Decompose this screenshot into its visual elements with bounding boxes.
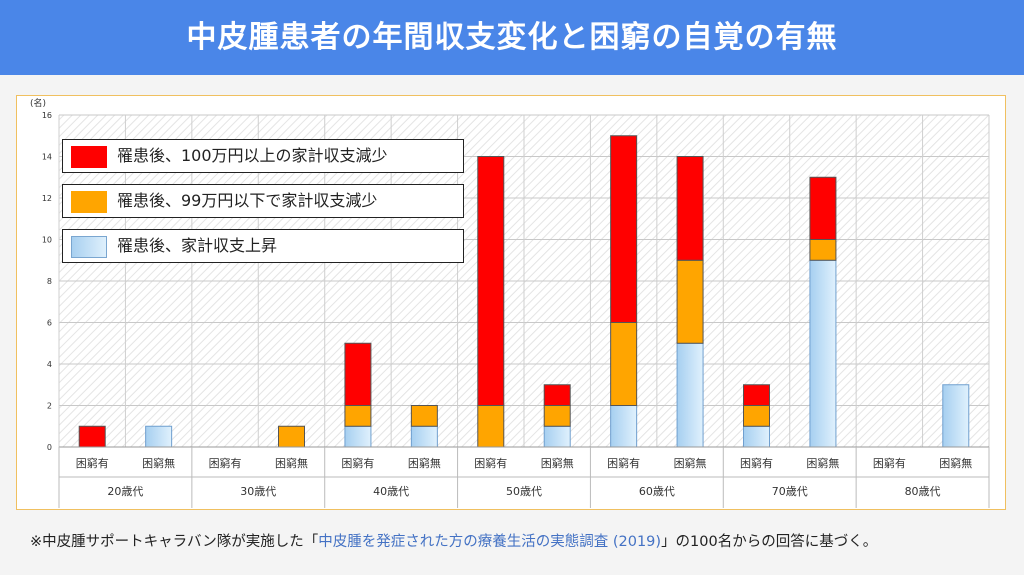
x-tick-label: 困窮無 xyxy=(939,456,972,470)
bar-segment xyxy=(410,425,438,448)
legend-item-increase: 罹患後、家計収支上昇 xyxy=(62,229,464,263)
bar-segment xyxy=(743,425,770,448)
x-tick-label: 困窮無 xyxy=(806,456,839,470)
legend-item-small-decrease: 罹患後、99万円以下で家計収支減少 xyxy=(62,184,464,218)
bar-segment xyxy=(676,156,704,261)
y-tick-label: 4 xyxy=(47,360,52,369)
group-label: 70歳代 xyxy=(772,485,808,498)
group-label: 40歳代 xyxy=(373,485,409,498)
bar-segment xyxy=(543,405,571,427)
bar-segment xyxy=(78,425,106,448)
bar-segment xyxy=(344,405,372,427)
x-tick-label: 困窮無 xyxy=(142,456,175,470)
group-label: 30歳代 xyxy=(240,485,276,498)
y-tick-label: 0 xyxy=(47,443,52,452)
x-tick-label: 困窮有 xyxy=(607,456,640,470)
bar-segment xyxy=(942,384,970,448)
y-tick-label: 8 xyxy=(47,277,52,286)
y-tick-label: 6 xyxy=(47,319,52,328)
bar-segment xyxy=(743,384,770,406)
bar-segment xyxy=(477,156,505,406)
group-label: 20歳代 xyxy=(107,485,143,498)
bar-segment xyxy=(543,425,571,448)
legend-item-large-decrease: 罹患後、100万円以上の家計収支減少 xyxy=(62,139,464,173)
x-tick-label: 困窮有 xyxy=(474,456,507,470)
bar-segment xyxy=(743,405,770,427)
bar-segment xyxy=(610,135,638,323)
bar-segment xyxy=(344,425,372,448)
bar-segment xyxy=(477,405,505,448)
x-tick-label: 困窮有 xyxy=(76,456,109,470)
survey-title: 中皮腫を発症された方の療養生活の実態調査 (2019) xyxy=(318,534,662,550)
x-tick-label: 困窮有 xyxy=(740,456,773,470)
x-tick-label: 困窮無 xyxy=(275,456,308,470)
x-tick-label: 困窮無 xyxy=(674,456,707,470)
source-footnote: ※中皮腫サポートキャラバン隊が実施した「中皮腫を発症された方の療養生活の実態調査… xyxy=(30,530,877,551)
bar-segment xyxy=(145,425,173,448)
bar-segment xyxy=(344,342,372,406)
x-tick-label: 困窮有 xyxy=(873,456,906,470)
y-axis-label: (名) xyxy=(30,97,46,109)
bar-segment xyxy=(610,322,638,406)
bar-segment xyxy=(809,259,837,448)
x-tick-label: 困窮無 xyxy=(408,456,441,470)
bar-segment xyxy=(610,405,638,448)
bar-segment xyxy=(278,425,305,448)
page-title: 中皮腫患者の年間収支変化と困窮の自覚の有無 xyxy=(186,20,838,55)
y-tick-label: 14 xyxy=(42,153,52,162)
y-tick-label: 10 xyxy=(42,236,52,245)
legend-swatch-blue xyxy=(71,236,107,258)
x-tick-label: 困窮無 xyxy=(541,456,574,470)
x-tick-label: 困窮有 xyxy=(341,456,374,470)
group-label: 60歳代 xyxy=(639,485,675,498)
legend-label: 罹患後、家計収支上昇 xyxy=(117,236,278,255)
bar-segment xyxy=(809,176,837,240)
y-tick-label: 2 xyxy=(47,402,52,411)
bar-segment xyxy=(543,384,571,406)
title-banner: 中皮腫患者の年間収支変化と困窮の自覚の有無 xyxy=(0,0,1024,75)
y-tick-label: 16 xyxy=(42,111,52,120)
group-label: 80歳代 xyxy=(905,485,941,498)
footnote-prefix: ※中皮腫サポートキャラバン隊が実施した「 xyxy=(30,534,319,550)
bar-segment xyxy=(676,259,704,344)
bar-segment xyxy=(676,342,704,448)
legend-label: 罹患後、99万円以下で家計収支減少 xyxy=(117,191,378,210)
legend-swatch-orange xyxy=(71,191,107,213)
legend-swatch-red xyxy=(71,146,107,168)
group-label: 50歳代 xyxy=(506,485,542,498)
y-tick-label: 12 xyxy=(42,194,52,203)
x-tick-label: 困窮有 xyxy=(209,456,242,470)
bar-segment xyxy=(410,405,438,427)
footnote-suffix: 」の100名からの回答に基づく。 xyxy=(661,534,878,550)
legend-label: 罹患後、100万円以上の家計収支減少 xyxy=(117,146,388,165)
bar-segment xyxy=(809,239,837,261)
